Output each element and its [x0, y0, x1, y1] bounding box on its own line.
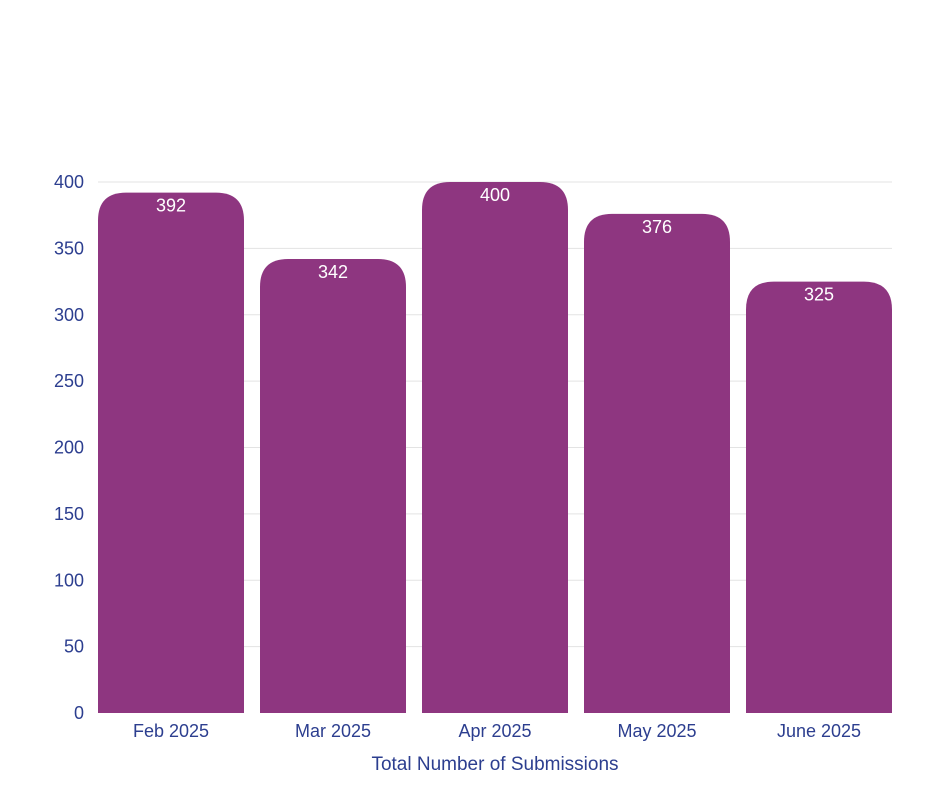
y-tick-label: 200 — [54, 438, 84, 458]
y-tick-label: 150 — [54, 504, 84, 524]
bar-value-label: 325 — [804, 285, 834, 305]
bar-mar-2025[interactable] — [260, 258, 406, 713]
y-tick-label: 0 — [74, 703, 84, 723]
bar-value-labels: 392 342 400 376 325 — [156, 185, 834, 305]
x-tick-label: Apr 2025 — [458, 721, 531, 741]
x-tick-label: May 2025 — [617, 721, 696, 741]
x-tick-label: June 2025 — [777, 721, 861, 741]
y-tick-label: 100 — [54, 570, 84, 590]
bar-feb-2025[interactable] — [98, 192, 244, 713]
y-tick-label: 250 — [54, 371, 84, 391]
y-tick-label: 300 — [54, 305, 84, 325]
bar-value-label: 376 — [642, 217, 672, 237]
x-tick-label: Mar 2025 — [295, 721, 371, 741]
x-tick-label: Feb 2025 — [133, 721, 209, 741]
y-tick-label: 350 — [54, 238, 84, 258]
bar-apr-2025[interactable] — [422, 182, 568, 713]
bar-june-2025[interactable] — [746, 281, 892, 713]
y-axis-tick-labels: 0 50 100 150 200 250 300 350 400 — [54, 172, 84, 723]
y-tick-label: 400 — [54, 172, 84, 192]
bar-value-label: 392 — [156, 196, 186, 216]
bar-may-2025[interactable] — [584, 213, 730, 714]
y-tick-label: 50 — [64, 637, 84, 657]
x-axis-title: Total Number of Submissions — [371, 754, 618, 775]
x-axis-tick-labels: Feb 2025 Mar 2025 Apr 2025 May 2025 June 202… — [133, 721, 861, 741]
bars — [98, 182, 892, 714]
bar-value-label: 342 — [318, 262, 348, 282]
bar-value-label: 400 — [480, 185, 510, 205]
